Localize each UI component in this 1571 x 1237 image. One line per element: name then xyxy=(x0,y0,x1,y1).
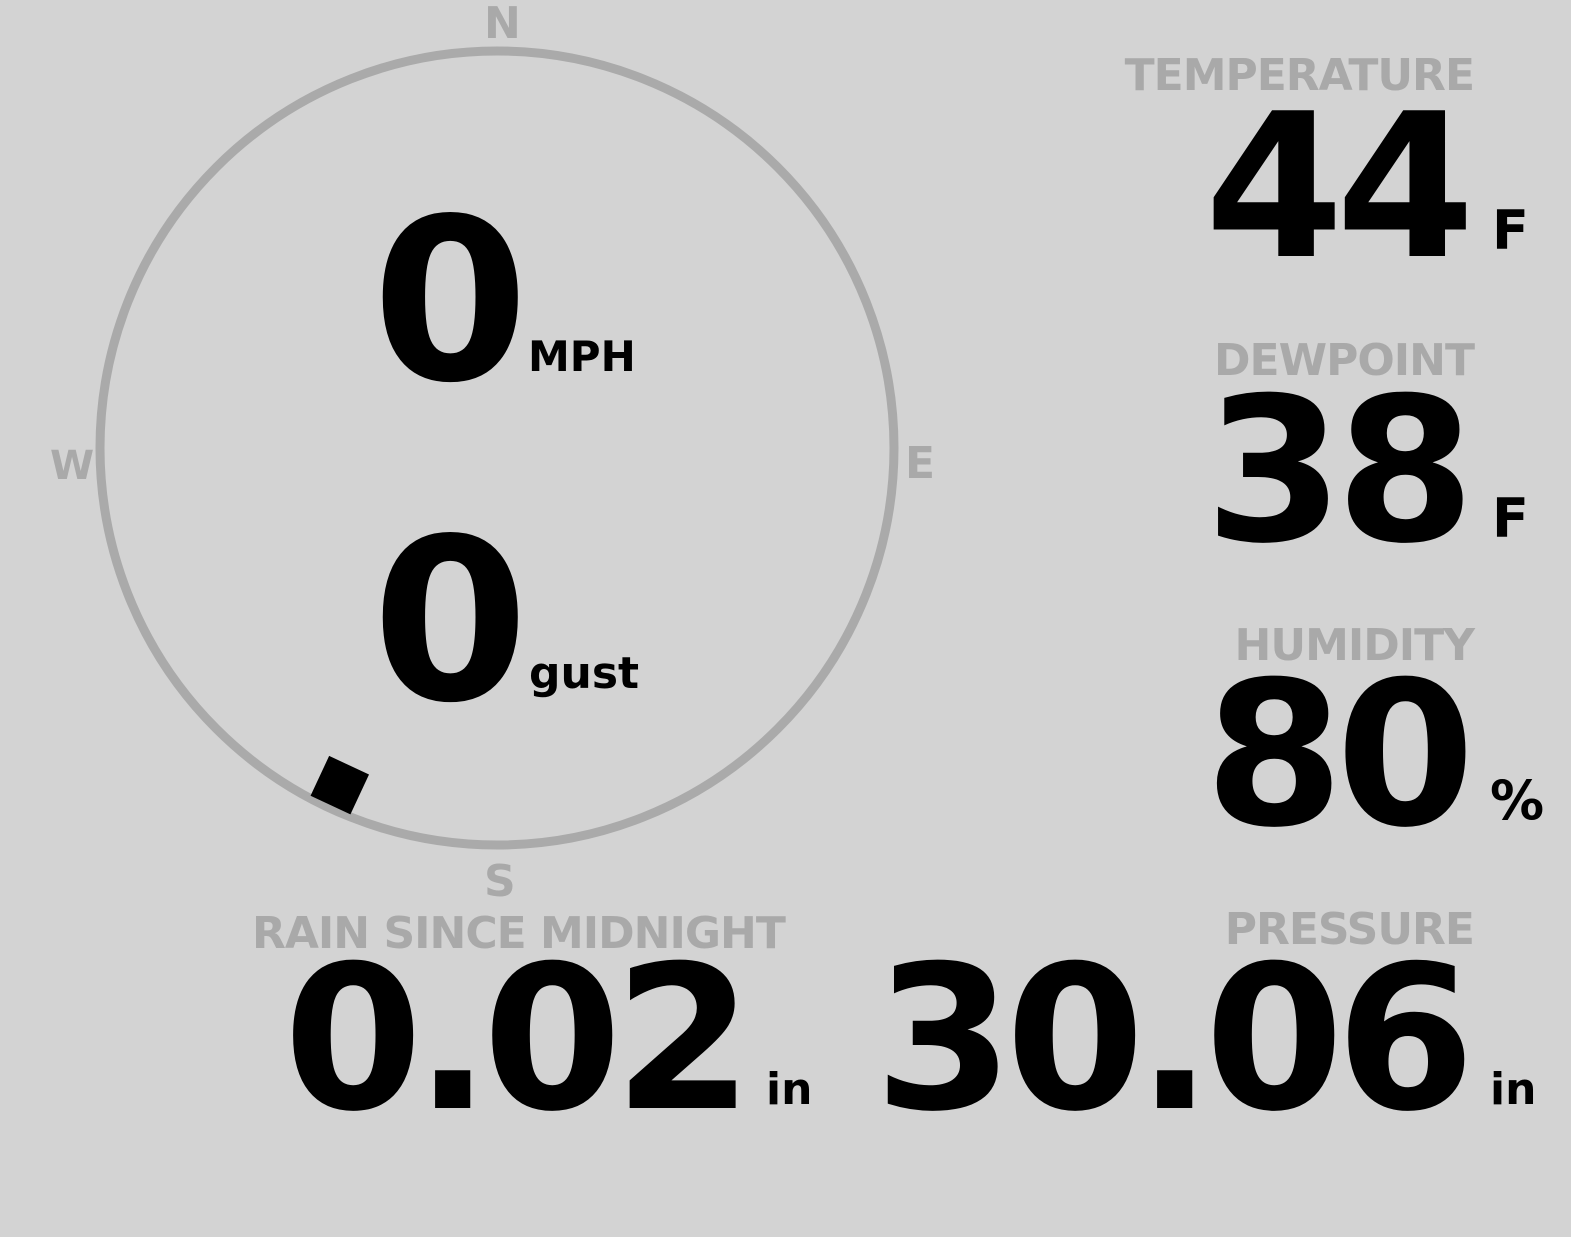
humidity-value: 80 xyxy=(1204,639,1475,872)
humidity-label: HUMIDITY xyxy=(1234,620,1475,671)
compass-north-label: N xyxy=(484,0,521,49)
compass-west-label: W xyxy=(50,443,95,489)
rain-label: RAIN SINCE MIDNIGHT xyxy=(252,908,786,959)
wind-direction-marker xyxy=(310,755,370,815)
rain-value: 0.02 xyxy=(283,923,753,1156)
wind-gust-unit: gust xyxy=(529,648,640,699)
pressure-unit: in xyxy=(1490,1064,1537,1115)
dewpoint-label: DEWPOINT xyxy=(1214,335,1475,386)
temperature-unit: F xyxy=(1492,199,1529,262)
compass-south-label: S xyxy=(484,856,516,907)
pressure-label: PRESSURE xyxy=(1224,904,1475,955)
dewpoint-unit: F xyxy=(1492,487,1529,550)
wind-gust-value: 0 xyxy=(372,491,529,753)
humidity-unit: % xyxy=(1490,769,1545,832)
rain-unit: in xyxy=(766,1064,813,1115)
wind-compass xyxy=(95,46,899,850)
compass-ring xyxy=(95,46,899,850)
temperature-value: 44 xyxy=(1204,71,1475,304)
temperature-label: TEMPERATURE xyxy=(1124,50,1475,101)
dewpoint-value: 38 xyxy=(1204,355,1475,588)
wind-speed-unit: MPH xyxy=(528,332,636,381)
compass-east-label: E xyxy=(905,438,936,489)
pressure-value: 30.06 xyxy=(874,923,1475,1156)
wind-speed-value: 0 xyxy=(372,171,529,433)
